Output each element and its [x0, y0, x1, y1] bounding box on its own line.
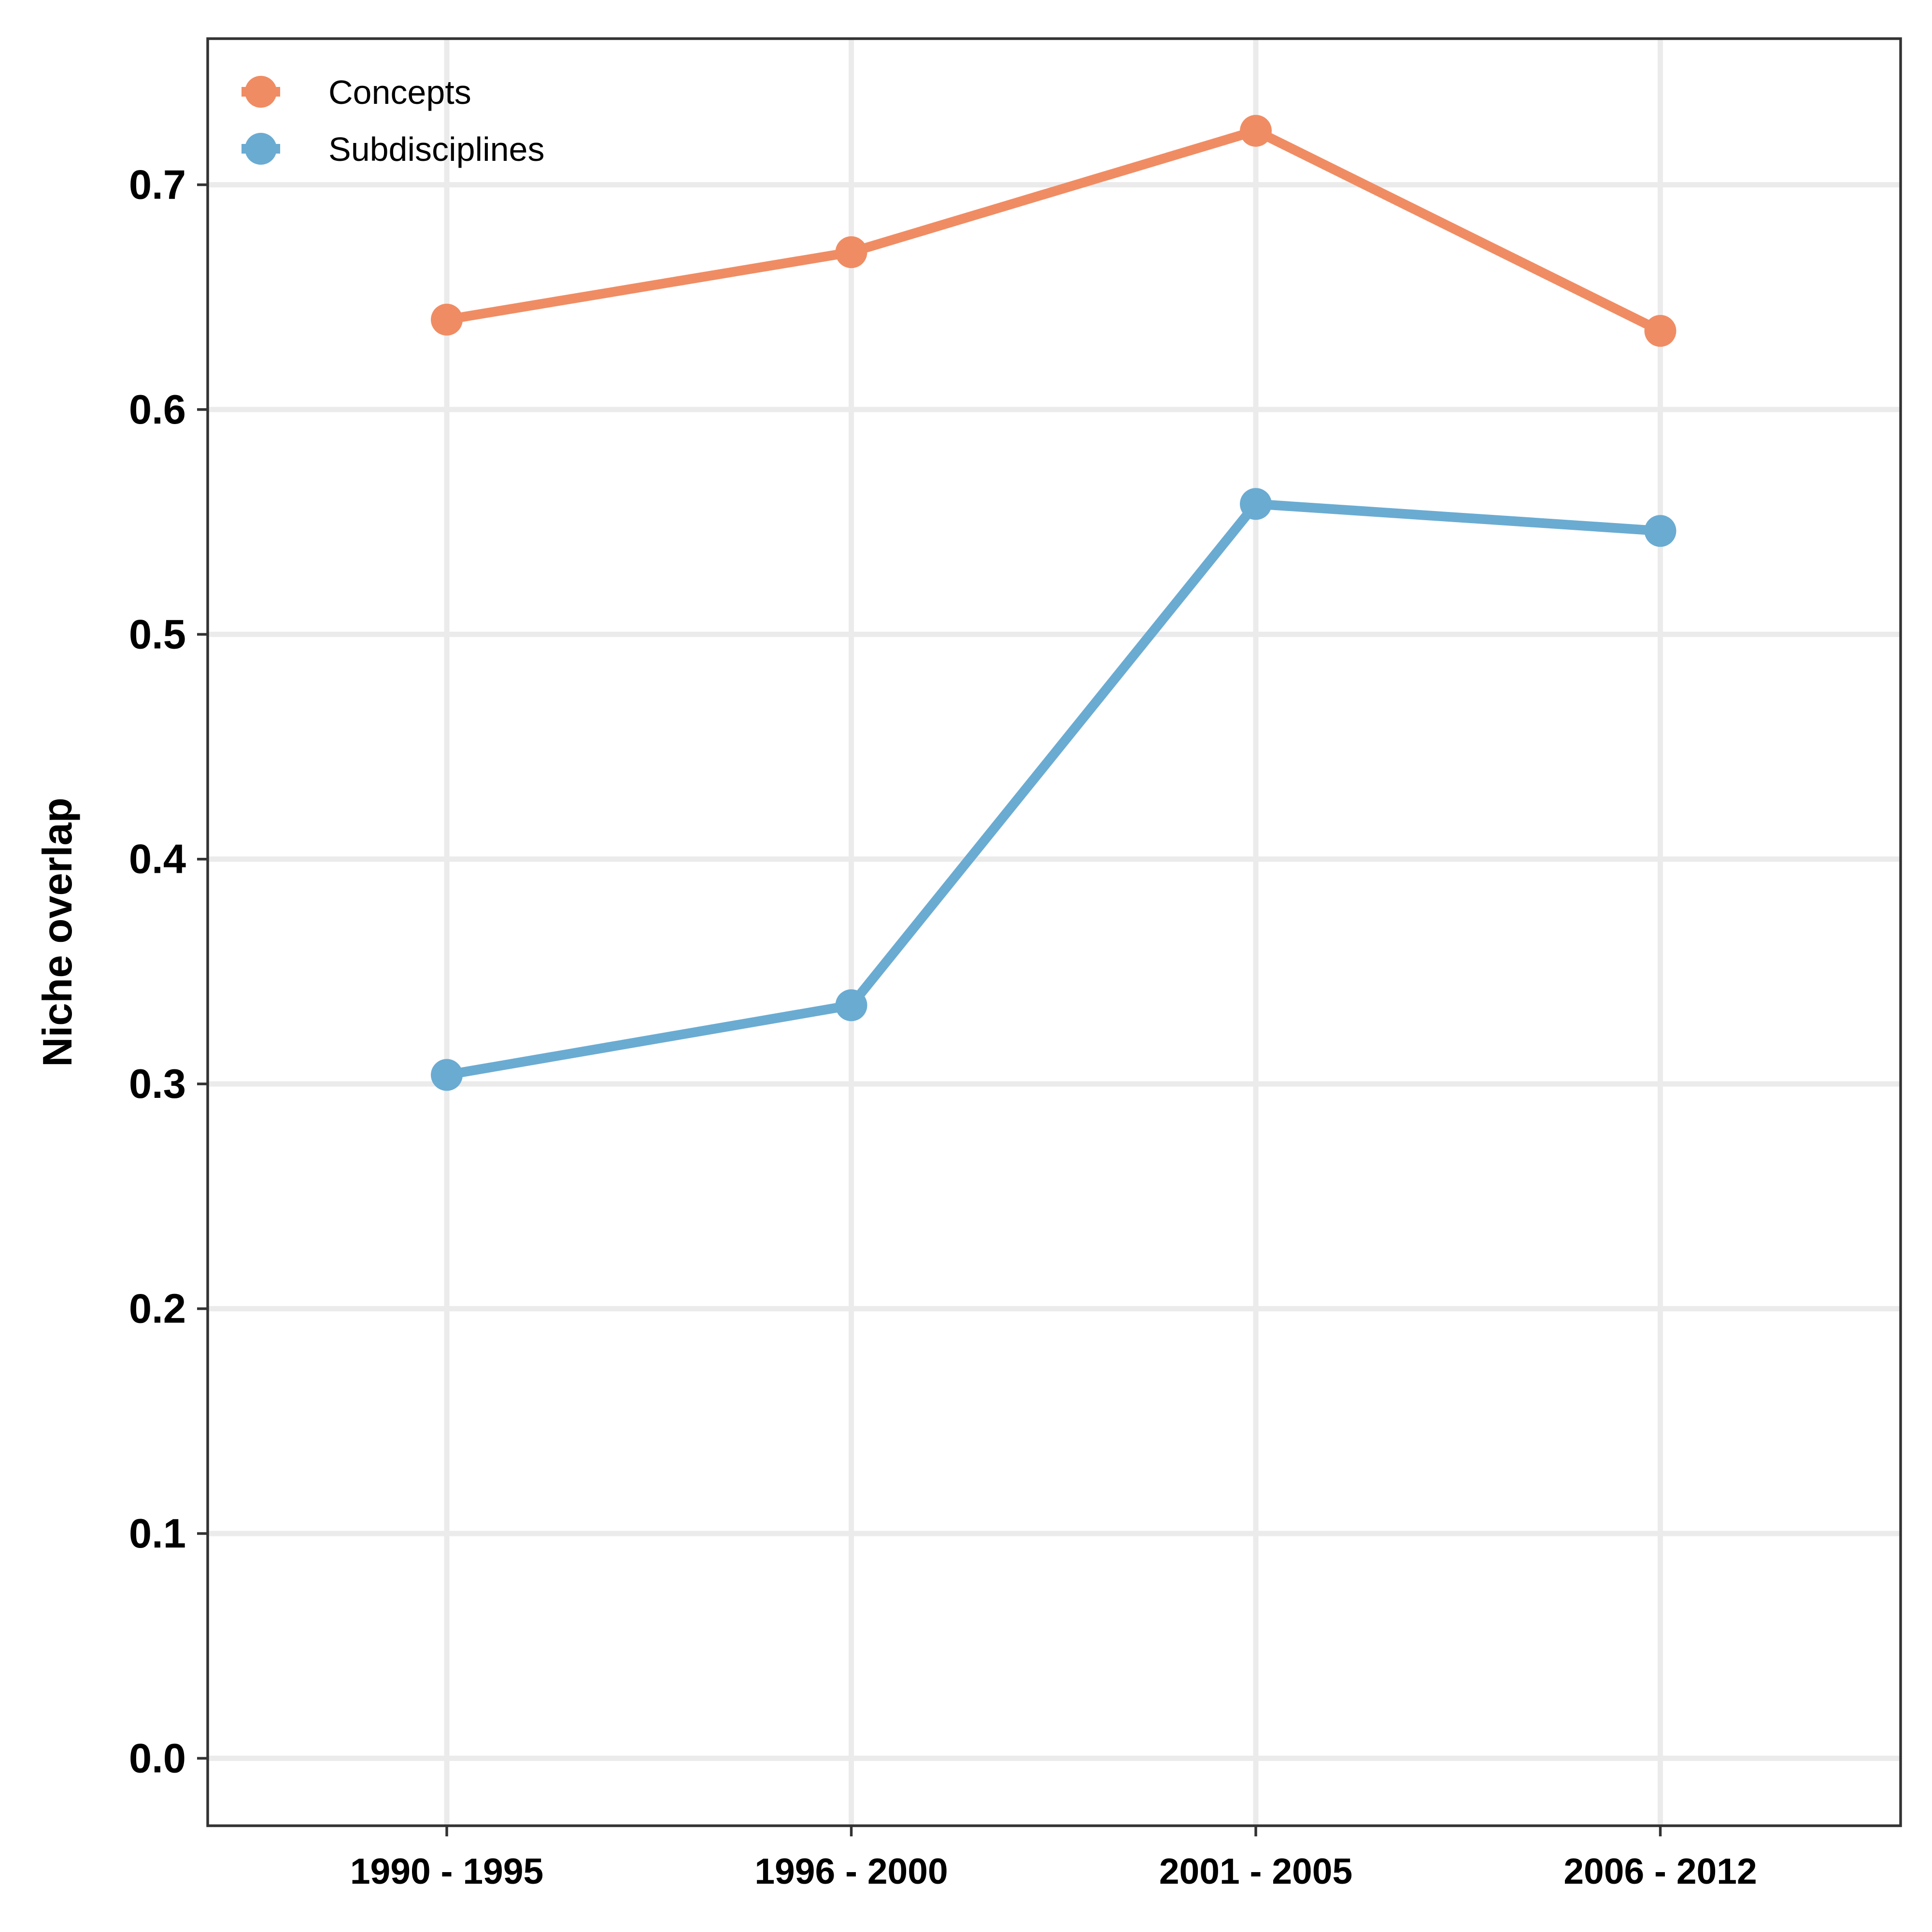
x-tick-label: 2001 - 2005 [1159, 1851, 1352, 1891]
plot-panel-border [206, 37, 1902, 1827]
data-point-concepts [431, 303, 463, 336]
series-line-subdisciplines [446, 499, 1661, 1080]
data-point-concepts [1240, 114, 1272, 147]
legend-key-point-concepts [245, 76, 277, 108]
y-tick-label: 0.1 [129, 1511, 186, 1557]
data-point-concepts [835, 236, 867, 269]
y-tick-label: 0.5 [129, 611, 186, 657]
y-tick-label: 0.2 [129, 1286, 186, 1332]
data-point-concepts [1644, 315, 1676, 347]
x-tick-label: 1990 - 1995 [350, 1851, 543, 1891]
y-tick-label: 0.7 [129, 162, 186, 208]
series-lines [431, 114, 1676, 1091]
x-tick-label: 2006 - 2012 [1563, 1851, 1757, 1891]
y-tick-label: 0.0 [129, 1735, 186, 1781]
y-tick-label: 0.3 [129, 1061, 186, 1107]
legend-label-concepts: Concepts [328, 73, 471, 111]
data-point-subdisciplines [1240, 488, 1272, 520]
legend-key-point-subdisciplines [245, 133, 277, 165]
legend: Concepts Subdisciplines [242, 73, 544, 168]
x-tick-label: 1996 - 2000 [754, 1851, 948, 1891]
y-tick-label: 0.6 [129, 387, 186, 433]
y-axis-title: Niche overlap [35, 797, 81, 1066]
y-tick-label: 0.4 [129, 837, 186, 882]
series-line-concepts [446, 126, 1662, 335]
data-point-subdisciplines [1644, 515, 1676, 547]
data-point-subdisciplines [431, 1059, 463, 1091]
axes: 0.0 0.1 0.2 0.3 0.4 0.5 0.6 0.7 1990 - 1995 1996 … [129, 162, 1757, 1891]
legend-label-subdisciplines: Subdisciplines [328, 130, 544, 168]
data-point-subdisciplines [835, 989, 867, 1022]
